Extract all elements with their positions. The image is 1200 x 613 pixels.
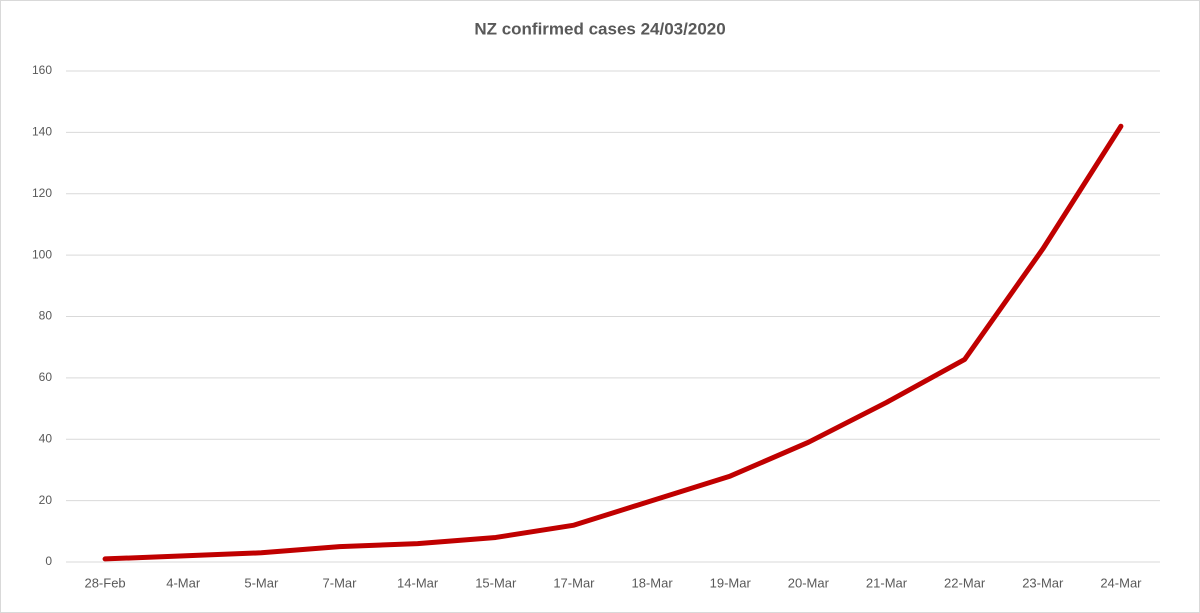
x-tick-label: 19-Mar xyxy=(710,575,752,590)
x-tick-label: 15-Mar xyxy=(475,575,517,590)
y-tick-label: 140 xyxy=(32,125,52,139)
chart-title: NZ confirmed cases 24/03/2020 xyxy=(474,19,725,38)
x-tick-label: 4-Mar xyxy=(166,575,201,590)
x-tick-label: 28-Feb xyxy=(84,575,125,590)
x-tick-label: 14-Mar xyxy=(397,575,439,590)
x-tick-label: 20-Mar xyxy=(788,575,830,590)
y-tick-label: 40 xyxy=(39,431,53,445)
y-tick-label: 120 xyxy=(32,186,52,200)
x-tick-label: 24-Mar xyxy=(1100,575,1142,590)
x-tick-label: 21-Mar xyxy=(866,575,908,590)
data-line xyxy=(102,123,1124,562)
y-tick-label: 100 xyxy=(32,247,52,261)
x-tick-label: 23-Mar xyxy=(1022,575,1064,590)
x-tick-label: 5-Mar xyxy=(244,575,279,590)
y-tick-label: 20 xyxy=(39,493,53,507)
x-tick-label: 22-Mar xyxy=(944,575,986,590)
y-tick-label: 80 xyxy=(39,309,53,323)
x-tick-label: 7-Mar xyxy=(323,575,358,590)
x-tick-label: 18-Mar xyxy=(631,575,673,590)
x-tick-label: 17-Mar xyxy=(553,575,595,590)
y-tick-label: 0 xyxy=(45,554,52,568)
y-tick-label: 160 xyxy=(32,63,52,77)
y-tick-label: 60 xyxy=(39,370,53,384)
